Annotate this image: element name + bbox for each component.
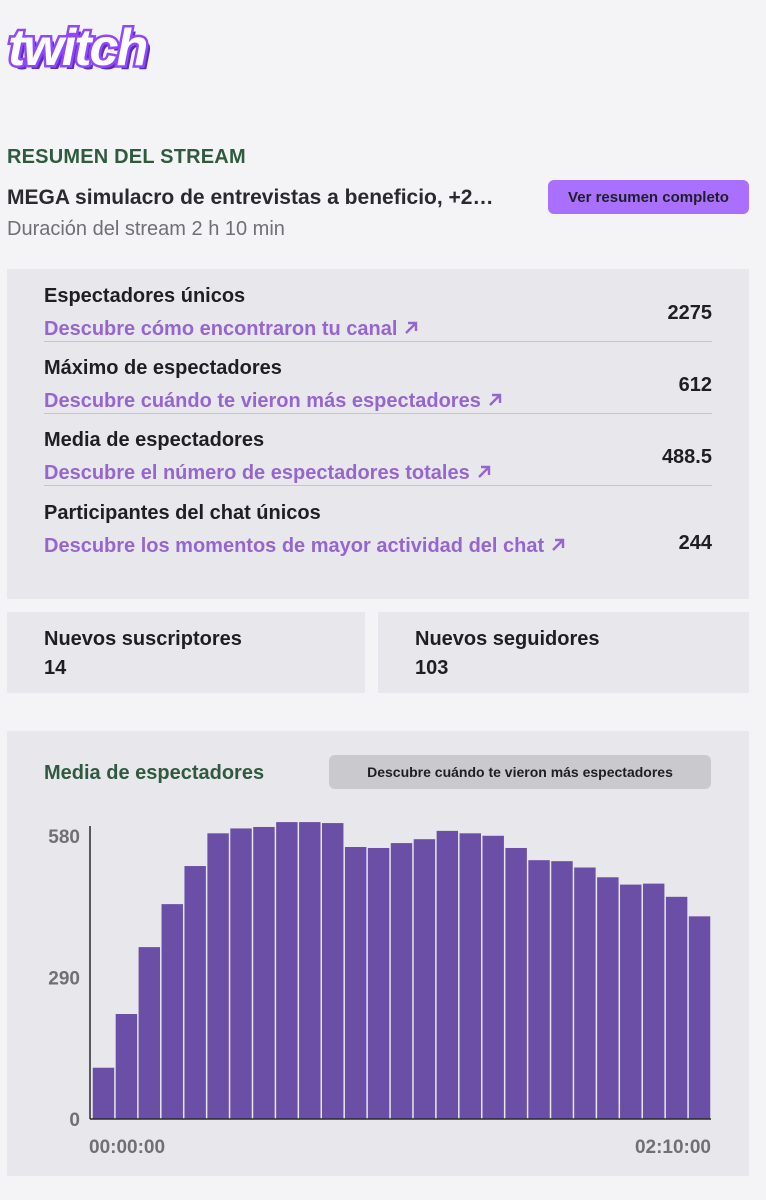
new-followers-value: 103: [415, 657, 449, 679]
chart-bar: [390, 843, 413, 1119]
chart-title: Media de espectadores: [44, 762, 265, 784]
average-viewers-chart: 0 290 580 00:00:00 02:10:00: [48, 822, 711, 1158]
stat-value: 612: [678, 374, 712, 396]
chart-bar: [161, 904, 183, 1119]
stat-label: Participantes del chat únicos: [44, 502, 321, 524]
chart-bar: [138, 947, 161, 1119]
chart-bar: [642, 883, 665, 1119]
stats-card: Espectadores únicos Descubre cómo encont…: [7, 269, 749, 599]
peak-viewers-button[interactable]: Descubre cuándo te vieron más espectador…: [329, 755, 711, 789]
x-tick-label-start: 00:00:00: [89, 1137, 165, 1158]
stream-title: MEGA simulacro de entrevistas a benefici…: [7, 186, 494, 209]
stream-duration: Duración del stream 2 h 10 min: [7, 218, 285, 240]
chart-bar: [92, 1067, 115, 1119]
svg-text:twitch: twitch: [8, 22, 146, 77]
arrow-up-right-icon: [552, 538, 565, 551]
chart-bar: [299, 822, 321, 1119]
new-subscribers-value: 14: [44, 657, 67, 679]
chart-bar: [505, 847, 527, 1119]
stat-label: Media de espectadores: [44, 429, 265, 451]
svg-text:twitch: twitch: [12, 23, 150, 80]
stat-label: Espectadores únicos: [44, 285, 246, 307]
average-viewers-chart-card: 0 290 580 00:00:00 02:10:00 Media de especta…: [7, 731, 749, 1176]
chart-bar: [322, 823, 344, 1119]
chart-bar: [115, 1014, 138, 1119]
new-followers-label: Nuevos seguidores: [415, 628, 600, 650]
chart-bar: [482, 835, 504, 1119]
stat-link[interactable]: Descubre los momentos de mayor actividad…: [44, 532, 574, 561]
stat-label: Máximo de espectadores: [44, 357, 282, 379]
chart-bar: [620, 884, 642, 1119]
chart-bar: [230, 828, 252, 1119]
arrow-up-right-icon: [477, 465, 490, 478]
stat-row-average-viewers: Media de espectadores Descubre el número…: [44, 429, 712, 486]
stat-value: 488.5: [661, 446, 712, 468]
chart-bar: [413, 839, 436, 1119]
stat-row-peak-viewers: Máximo de espectadores Descubre cuándo t…: [44, 357, 712, 414]
stat-value: 244: [678, 532, 712, 554]
chart-bar: [184, 866, 206, 1119]
chart-bar: [344, 847, 367, 1119]
new-subscribers-card: Nuevos suscriptores 14: [7, 612, 365, 693]
stat-link[interactable]: Descubre cómo encontraron tu canal: [44, 315, 584, 344]
chart-bar: [367, 847, 390, 1119]
stat-link[interactable]: Descubre cuándo te vieron más espectador…: [44, 387, 644, 416]
x-tick-label-end: 02:10:00: [635, 1137, 711, 1158]
chart-bar: [688, 916, 711, 1119]
chart-bar: [574, 867, 596, 1119]
chart-bar: [665, 896, 688, 1119]
stat-row-unique-viewers: Espectadores únicos Descubre cómo encont…: [44, 285, 712, 342]
section-title: RESUMEN DEL STREAM: [7, 146, 246, 168]
full-summary-button[interactable]: Ver resumen completo: [548, 180, 749, 214]
stat-link[interactable]: Descubre el número de espectadores total…: [44, 459, 644, 488]
y-tick-label: 580: [48, 827, 80, 848]
stat-row-chat-participants: Participantes del chat únicos Descubre l…: [44, 502, 712, 588]
chart-bar: [276, 822, 298, 1119]
chart-bar: [597, 877, 619, 1119]
y-tick-label: 290: [48, 968, 80, 989]
chart-bar: [551, 861, 573, 1119]
twitch-logo: twitch twitch: [6, 22, 152, 80]
new-subscribers-label: Nuevos suscriptores: [44, 628, 242, 650]
stat-value: 2275: [667, 302, 713, 324]
y-tick-label: 0: [69, 1110, 80, 1131]
chart-bar: [207, 833, 229, 1119]
arrow-up-right-icon: [488, 393, 502, 406]
arrow-up-right-icon: [405, 321, 418, 334]
new-followers-card: Nuevos seguidores 103: [378, 612, 749, 693]
chart-bar: [528, 860, 550, 1119]
chart-bar: [459, 833, 481, 1119]
chart-bar: [436, 830, 459, 1119]
chart-bar: [253, 826, 275, 1119]
